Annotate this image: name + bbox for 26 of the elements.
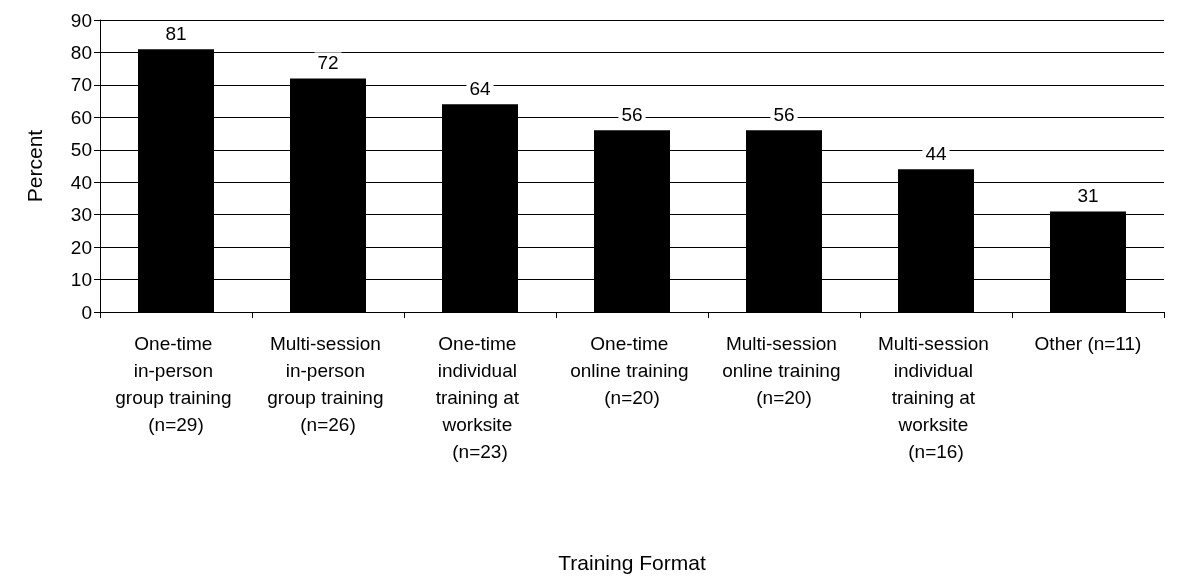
y-tick-label: 90 <box>70 9 92 31</box>
data-label: 72 <box>317 52 339 74</box>
y-tick-label: 30 <box>70 204 92 226</box>
data-label: 44 <box>925 143 947 165</box>
y-tick-label: 20 <box>70 236 92 258</box>
y-tick-label: 50 <box>70 139 92 161</box>
y-tick-label: 0 <box>81 301 92 323</box>
y-tick-label: 80 <box>70 41 92 63</box>
data-label: 56 <box>621 104 643 126</box>
x-tick-label: Multi-session individual training at worksite (n=16) <box>877 333 995 462</box>
x-tick-label: Multi-session online training (n=20) <box>722 333 846 408</box>
y-tick-label: 60 <box>70 106 92 128</box>
y-tick-label: 40 <box>70 171 92 193</box>
x-tick-label: Multi-session in-person group training (n=26) <box>267 333 389 435</box>
x-tick-label: One-time online training (n=20) <box>570 333 694 408</box>
x-tick-label: Other (n=11) <box>1034 333 1142 354</box>
data-label: 81 <box>165 23 187 45</box>
data-label: 56 <box>773 104 795 126</box>
x-tick-label: One-time individual training at worksite (n=23) <box>435 333 525 462</box>
y-tick-label: 10 <box>70 269 92 291</box>
x-tick-label: One-time in-person group training (n=29) <box>115 333 237 435</box>
data-label: 31 <box>1077 185 1099 207</box>
data-label: 64 <box>469 78 491 100</box>
y-tick-label: 70 <box>70 74 92 96</box>
y-axis-title: Percent <box>23 129 46 203</box>
x-axis-title: Training Format <box>558 551 706 574</box>
